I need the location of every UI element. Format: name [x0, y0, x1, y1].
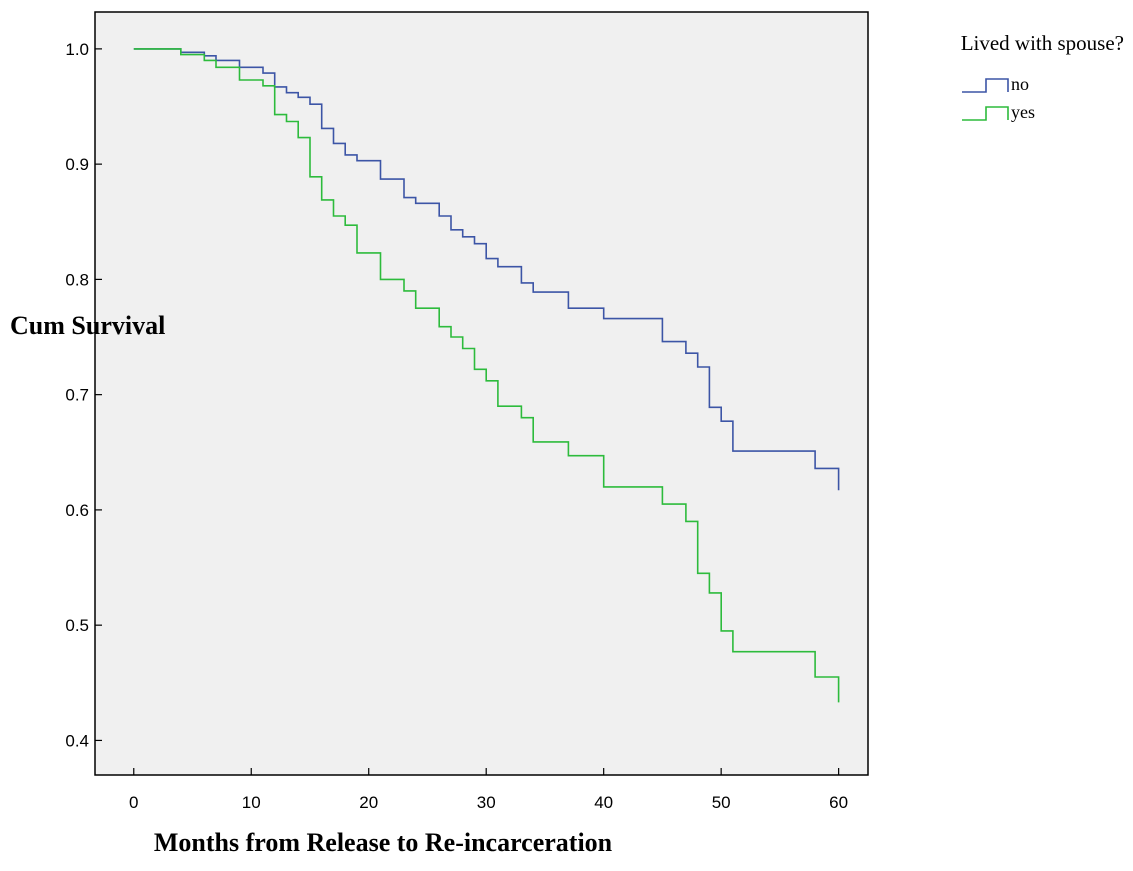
legend-swatch-yes [962, 106, 1009, 121]
series-line-no [133, 48, 840, 491]
series-line-yes [133, 48, 840, 703]
legend-label-no: no [1011, 74, 1029, 94]
legend-item-no: no [962, 74, 1029, 94]
legend-title: Lived with spouse? [961, 31, 1124, 55]
plot-area [94, 11, 869, 776]
x-axis-title: Months from Release to Re-incarceration [154, 828, 613, 857]
x-tick-label: 20 [359, 793, 378, 812]
y-tick-label: 0.7 [65, 386, 89, 405]
legend-label-yes: yes [1011, 102, 1035, 122]
y-tick-label: 0.8 [65, 270, 89, 289]
y-tick-label: 0.9 [65, 155, 89, 174]
y-tick-label: 0.5 [65, 616, 89, 635]
y-tick-label: 1.0 [65, 40, 89, 59]
x-tick-label: 10 [242, 793, 261, 812]
x-tick-label: 30 [477, 793, 496, 812]
y-tick-label: 0.6 [65, 501, 89, 520]
x-tick-label: 0 [129, 793, 138, 812]
y-axis-title: Cum Survival [10, 311, 165, 340]
x-tick-label: 40 [594, 793, 613, 812]
y-tick-label: 0.4 [65, 731, 89, 750]
legend-swatch-no [962, 78, 1009, 93]
x-tick-label: 60 [829, 793, 848, 812]
series-layer [133, 48, 840, 703]
axes: 0.4 0.5 0.6 0.7 0.8 0.9 1.0 0 10 20 30 40 50 60 [65, 40, 848, 812]
x-tick-label: 50 [712, 793, 731, 812]
legend-item-yes: yes [962, 102, 1035, 122]
legend: Lived with spouse? no yes [961, 31, 1124, 122]
